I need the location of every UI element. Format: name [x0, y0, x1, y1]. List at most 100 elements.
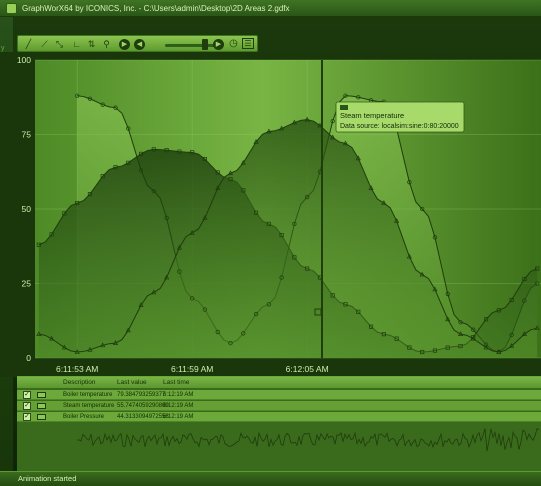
data-point: [49, 335, 55, 341]
data-point: [509, 332, 514, 338]
data-point: [100, 174, 105, 179]
data-point: [432, 235, 438, 240]
y-tick-label: 75: [22, 130, 32, 140]
table-row[interactable]: ✓ Boiler Pressure 44.3133094972558 6:12:…: [17, 412, 541, 422]
tooltip-source: Data source: localsim:sine:0:80:20000: [340, 123, 459, 130]
data-point: [138, 302, 144, 307]
data-point: [471, 335, 476, 340]
clock-icon[interactable]: ◷: [229, 38, 238, 49]
data-point: [215, 170, 220, 175]
table-row[interactable]: ✓ Boiler temperature 79.384793259377 6:1…: [17, 390, 541, 400]
data-point: [432, 348, 437, 353]
y-tick-label: 50: [22, 204, 32, 214]
playback-slider[interactable]: [165, 44, 215, 47]
series-area: [38, 119, 538, 358]
data-point: [202, 157, 207, 162]
data-point: [407, 345, 412, 350]
data-point: [241, 331, 246, 336]
line-tool-icon[interactable]: ╱: [25, 39, 32, 49]
data-point: [164, 274, 170, 280]
x-tick-label: 6:11:59 AM: [171, 364, 213, 374]
data-point: [138, 168, 144, 173]
app-icon: [6, 3, 17, 14]
data-point: [522, 276, 527, 282]
data-point: [228, 177, 233, 182]
data-point: [202, 307, 208, 312]
trend-chart[interactable]: 100 75 50 25 0 6:11:53 AM 6:11:59 AM 6:12:05 A…: [0, 52, 541, 377]
play-icon[interactable]: ▶: [119, 39, 130, 50]
playback-slider-thumb[interactable]: [202, 39, 208, 50]
data-point: [126, 126, 131, 131]
data-point: [279, 125, 285, 131]
zoom-axis-icon[interactable]: ⇅: [87, 39, 96, 49]
axis-icon[interactable]: ∟: [72, 39, 81, 49]
left-strip-label: y: [1, 45, 5, 52]
data-point: [521, 331, 527, 337]
data-point: [177, 149, 182, 154]
data-point: [343, 93, 348, 98]
data-point: [292, 221, 297, 227]
data-point: [305, 266, 310, 271]
data-point: [304, 116, 310, 122]
col-last-time[interactable]: Last time: [163, 379, 190, 386]
data-point: [496, 308, 501, 313]
data-point: [471, 327, 476, 332]
data-point: [61, 344, 67, 350]
data-point: [381, 200, 387, 205]
data-point: [228, 340, 233, 346]
table-row[interactable]: ✓ Steam temperature 55.7474059290809 6:1…: [17, 401, 541, 411]
row-checkbox[interactable]: ✓: [23, 391, 31, 399]
data-point: [458, 320, 463, 325]
data-point: [215, 329, 220, 335]
row-description: Boiler Pressure: [63, 414, 105, 420]
data-point: [254, 210, 259, 215]
overview-sparkline[interactable]: [77, 425, 541, 455]
series-swatch-icon: [37, 403, 46, 409]
data-point: [177, 269, 182, 274]
data-point: [355, 155, 361, 161]
data-point: [164, 148, 169, 153]
row-last-time: 6:12:19 AM: [163, 414, 194, 420]
data-point: [176, 244, 182, 250]
data-point: [241, 188, 246, 193]
data-point: [394, 336, 399, 341]
data-point: [36, 331, 42, 337]
legend-grid: Description Last value Last time ✓ Boile…: [17, 376, 541, 471]
magnifier-icon[interactable]: ⚲: [103, 39, 110, 49]
data-point: [419, 271, 425, 277]
col-description[interactable]: Description: [63, 379, 96, 386]
data-point: [305, 194, 310, 200]
data-point: [457, 331, 464, 337]
tooltip-swatch-icon: [340, 105, 348, 110]
row-description: Steam temperature: [63, 403, 115, 409]
col-last-value[interactable]: Last value: [117, 379, 147, 386]
data-point: [87, 346, 93, 352]
data-point: [535, 281, 540, 286]
data-point: [75, 93, 80, 98]
data-point: [266, 221, 271, 226]
data-point: [112, 340, 119, 345]
data-point: [356, 95, 361, 100]
x-axis: 6:11:53 AM 6:11:59 AM 6:12:05 AM: [56, 364, 329, 374]
xy-chart-icon[interactable]: ⤡: [55, 39, 64, 49]
data-point: [432, 286, 438, 292]
row-checkbox[interactable]: ✓: [23, 413, 31, 421]
data-point: [240, 159, 246, 165]
row-checkbox[interactable]: ✓: [23, 402, 31, 410]
rewind-icon[interactable]: ◀: [134, 39, 145, 50]
forward-icon[interactable]: ▶: [213, 39, 224, 50]
data-point: [291, 119, 297, 125]
data-point: [113, 165, 118, 170]
y-tick-label: 100: [17, 55, 31, 65]
data-point: [483, 342, 489, 347]
data-point: [151, 147, 156, 152]
data-point: [496, 349, 502, 354]
series-swatch-icon: [37, 392, 46, 398]
area-chart-icon[interactable]: ⟋: [41, 39, 48, 49]
data-point: [189, 229, 195, 235]
data-point: [342, 140, 349, 146]
grid-toggle-icon[interactable]: ☰: [242, 38, 254, 49]
y-tick-label: 25: [22, 279, 32, 289]
data-point: [266, 128, 272, 134]
